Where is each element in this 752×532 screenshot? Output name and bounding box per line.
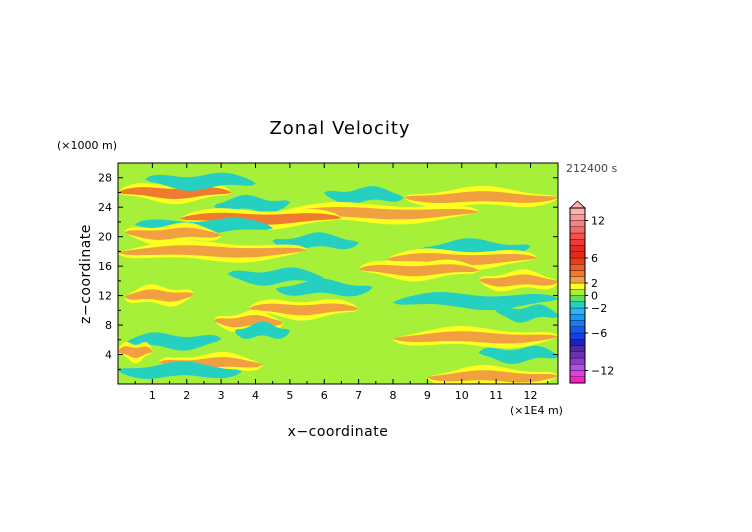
colorbar: 12 6 20−2 −6 −12 (568, 200, 614, 384)
x-tick-label: 5 (286, 389, 293, 402)
colorbar-swatch (569, 220, 586, 227)
x-tick-label: 9 (424, 389, 431, 402)
velocity-band-core (124, 289, 194, 302)
colorbar-swatch (569, 320, 586, 327)
y-axis-label: z−coordinate (78, 224, 94, 324)
velocity-band (496, 304, 558, 323)
y-axis-ticks: 4 8 12 16 20 24 28 (98, 172, 558, 370)
colorbar-tick-label: −12 (591, 365, 614, 378)
colorbar-swatch (569, 232, 586, 240)
velocity-band (276, 278, 373, 297)
colorbar-swatch (569, 339, 586, 346)
colorbar-tick-label: 12 (591, 215, 605, 228)
velocity-band (145, 172, 256, 191)
y-tick-label: 12 (98, 290, 112, 303)
velocity-band-core (248, 303, 359, 316)
velocity-band (214, 194, 290, 213)
x-tick-label: 6 (321, 389, 328, 402)
colorbar-swatch (569, 289, 586, 296)
chart-title: Zonal Velocity (269, 118, 410, 139)
colorbar-swatch (569, 245, 586, 252)
velocity-band (393, 292, 558, 311)
colorbar-swatch (569, 239, 586, 246)
y-tick-label: 8 (105, 319, 112, 332)
colorbar-swatch (569, 226, 586, 234)
plot-frame (117, 162, 559, 385)
colorbar-swatch (569, 307, 586, 315)
colorbar-swatch (569, 357, 586, 365)
velocity-band (478, 345, 558, 364)
colorbar-swatch (569, 257, 586, 265)
colorbar-overflow-arrow (568, 200, 587, 209)
x-tick-label: 11 (489, 389, 503, 402)
y-tick-label: 4 (105, 349, 112, 362)
velocity-band-core (478, 274, 558, 287)
x-tick-label: 7 (355, 389, 362, 402)
x-axis-label: x−coordinate (288, 424, 389, 440)
y-tick-label: 20 (98, 231, 112, 244)
colorbar-swatch (569, 301, 586, 309)
colorbar-tick-label: −6 (591, 327, 607, 340)
x-tick-label: 4 (252, 389, 259, 402)
x-tick-label: 3 (218, 389, 225, 402)
colorbar-swatch (569, 376, 586, 384)
velocity-band (324, 186, 404, 205)
colorbar-swatch (569, 370, 586, 377)
colorbar-swatch (569, 364, 586, 371)
colorbar-tick-label: 2 (591, 277, 598, 290)
colorbar-tick-label: −2 (591, 302, 607, 315)
x-tick-label: 1 (149, 389, 156, 402)
velocity-band-core (118, 187, 232, 199)
colorbar-swatch (569, 270, 586, 277)
colorbar-swatch (569, 264, 586, 271)
velocity-band-core (179, 212, 342, 225)
colorbar-swatch (569, 314, 586, 321)
x-tick-label: 8 (390, 389, 397, 402)
colorbar-swatch (569, 207, 586, 215)
colorbar-swatch (569, 332, 586, 340)
velocity-band-core (386, 253, 538, 266)
colorbar-swatch (569, 251, 586, 259)
velocity-band (124, 332, 222, 351)
velocity-band-core (118, 245, 308, 258)
y-tick-label: 16 (98, 260, 112, 273)
colorbar-swatch (569, 282, 586, 290)
y-tick-label: 28 (98, 172, 112, 185)
x-axis-ticks: 1 2 3 4 5 6 7 8 9 10 11 12 (134, 163, 549, 402)
velocity-band-core (358, 264, 479, 277)
velocity-band (118, 361, 242, 379)
velocity-band (228, 267, 325, 286)
x-tick-label: 12 (524, 389, 538, 402)
colorbar-swatch (569, 345, 586, 352)
y-tick-label: 24 (98, 201, 112, 214)
time-label: 212400 s (566, 162, 617, 175)
colorbar-swatch (569, 351, 586, 359)
velocity-band-core (118, 346, 153, 359)
x-axis-unit: (×1E4 m) (510, 404, 563, 417)
velocity-band (234, 321, 290, 339)
colorbar-swatch (569, 326, 586, 334)
x-tick-label: 10 (455, 389, 469, 402)
colorbar-tick-label: 6 (591, 252, 598, 265)
velocity-band-core (124, 227, 222, 240)
y-axis-unit: (×1000 m) (57, 139, 117, 152)
colorbar-swatch (569, 276, 586, 284)
velocity-band-core (427, 370, 558, 383)
colorbar-swatch (569, 214, 586, 221)
colorbar-tick-label: 0 (591, 290, 598, 303)
colorbar-swatch (569, 295, 586, 302)
plot-area (118, 163, 558, 384)
velocity-band-core (393, 331, 558, 344)
x-tick-label: 2 (183, 389, 190, 402)
velocity-band-core (403, 191, 558, 204)
